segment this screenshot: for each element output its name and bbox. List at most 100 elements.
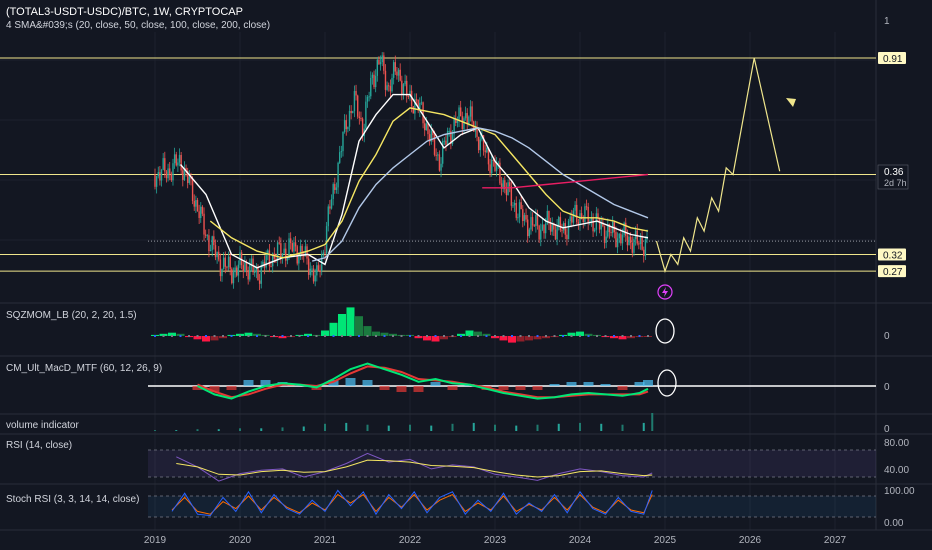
sqzmom-bar xyxy=(576,331,584,336)
candle-body xyxy=(391,77,393,92)
sqzmom-bar xyxy=(491,336,499,339)
candle-body xyxy=(546,210,549,224)
candle-body xyxy=(337,162,339,188)
candle-body xyxy=(366,96,369,102)
macd-histogram-bar xyxy=(260,380,271,386)
candle-body xyxy=(365,101,367,129)
macd-histogram-bar xyxy=(328,380,339,386)
candle-body xyxy=(291,243,294,252)
candle-body xyxy=(520,202,522,210)
candle-body xyxy=(265,255,267,268)
candle-body xyxy=(404,80,406,85)
sqzmom-bar xyxy=(618,336,627,340)
current-price-label: 0.36 xyxy=(884,167,904,178)
candle-body xyxy=(491,159,493,174)
candle-body xyxy=(209,250,212,252)
candle-body xyxy=(531,217,534,226)
candle-body xyxy=(370,77,372,97)
macd-line xyxy=(197,362,649,400)
candle-body xyxy=(340,151,343,153)
sqzmom-bar xyxy=(457,333,465,336)
candle-body xyxy=(540,229,542,240)
candle-body xyxy=(298,256,300,264)
candle-body xyxy=(167,168,169,179)
candle-body xyxy=(549,223,552,232)
candle-body xyxy=(437,154,439,156)
candle-body xyxy=(255,266,258,272)
candle-body xyxy=(177,162,179,166)
candle-body xyxy=(208,235,210,252)
current-price-badge xyxy=(877,164,909,190)
candle-body xyxy=(383,55,385,71)
rsi-title[interactable]: RSI (14, close) xyxy=(6,440,72,451)
volume-bar xyxy=(260,428,263,431)
time-axis[interactable]: 2019 2020 2021 2022 2023 2024 2025 2026 2027 xyxy=(144,535,847,546)
sma-indicator-legend[interactable]: 4 SMA&#039;s (20, close, 50, close, 100,… xyxy=(6,20,270,31)
candle-body xyxy=(582,218,584,223)
candle-body xyxy=(226,266,228,268)
sqzmom-histogram xyxy=(151,307,652,343)
annotation-circle xyxy=(657,369,677,397)
volume-bar xyxy=(600,423,603,431)
candle-body xyxy=(173,154,176,164)
candle-body xyxy=(353,90,356,112)
candle-body xyxy=(329,206,331,209)
candle-body xyxy=(440,163,442,171)
candle-body xyxy=(281,253,284,259)
candle-body xyxy=(286,256,289,261)
macd-zero-label: 0 xyxy=(884,382,890,393)
candle-body xyxy=(559,217,562,231)
candle-body xyxy=(392,62,395,78)
squeeze-dot xyxy=(307,335,309,337)
volume-bar xyxy=(536,424,539,431)
candle-body xyxy=(629,236,632,243)
candle-body xyxy=(587,206,589,224)
lightning-icon[interactable] xyxy=(657,284,673,300)
sqzmom-bar xyxy=(499,336,508,341)
squeeze-dot xyxy=(349,335,352,337)
candle-body xyxy=(561,230,563,232)
volume-bar xyxy=(409,424,411,431)
candle-body xyxy=(523,215,526,222)
candle-body xyxy=(556,225,558,240)
macd-title[interactable]: CM_Ult_MacD_MTF (60, 12, 26, 9) xyxy=(6,363,162,374)
projection-path[interactable] xyxy=(655,57,781,274)
volume-bar xyxy=(579,422,581,431)
macd-histogram-bar xyxy=(447,386,458,390)
rsi-band xyxy=(148,450,876,477)
candle-body xyxy=(162,158,164,170)
candle-body xyxy=(389,86,392,92)
candle-body xyxy=(234,267,236,273)
candle-body xyxy=(554,229,557,240)
candle-body xyxy=(201,206,204,214)
candle-body xyxy=(301,245,303,256)
macd-histogram-bar xyxy=(379,386,390,390)
candle-body xyxy=(224,257,226,267)
candle-body xyxy=(594,229,596,232)
candle-body xyxy=(441,141,444,164)
candle-body xyxy=(170,173,173,181)
candle-body xyxy=(484,150,486,153)
candle-body xyxy=(183,167,186,180)
candle-body xyxy=(600,222,602,230)
candle-body xyxy=(631,242,634,253)
stochrsi-title[interactable]: Stoch RSI (3, 3, 14, 14, close) xyxy=(6,494,139,505)
squeeze-dot xyxy=(162,335,165,337)
squeeze-dot xyxy=(196,335,199,337)
sqzmom-title[interactable]: SQZMOM_LB (20, 2, 20, 1.5) xyxy=(6,310,137,321)
time-axis-label: 2026 xyxy=(739,535,762,546)
sma-100-line xyxy=(312,127,649,262)
sqzmom-bar xyxy=(516,336,525,342)
candle-body xyxy=(428,134,431,142)
sqzmom-bar xyxy=(372,331,380,336)
candle-body xyxy=(509,182,511,187)
candle-body xyxy=(356,95,359,117)
volume-bar xyxy=(430,425,433,431)
level-label-badge xyxy=(878,51,906,64)
candle-body xyxy=(525,215,527,220)
volume-title[interactable]: volume indicator xyxy=(6,420,79,431)
candle-body xyxy=(296,246,298,264)
sqzmom-bar xyxy=(210,336,219,341)
candle-body xyxy=(564,223,566,235)
candle-body xyxy=(558,217,560,226)
